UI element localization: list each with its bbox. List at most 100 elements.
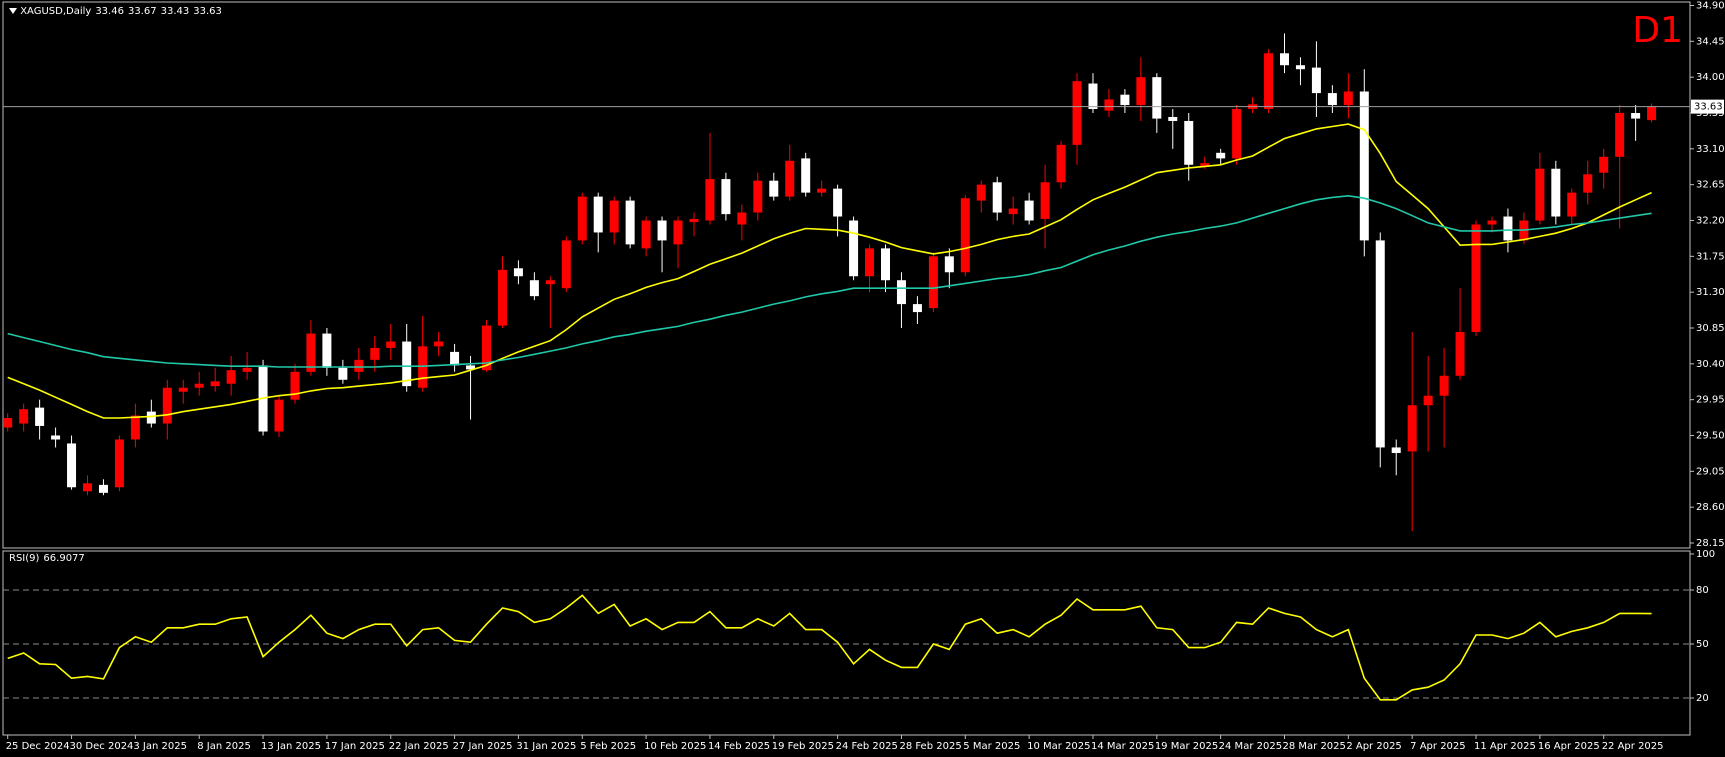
- candle-body: [849, 220, 859, 277]
- candle-body: [1024, 200, 1034, 221]
- candle-body: [1088, 83, 1098, 110]
- candle-body: [226, 370, 236, 384]
- candle-body: [1200, 163, 1210, 167]
- y-tick-label: 50: [1696, 639, 1709, 650]
- y-tick-label: 31.75: [1696, 251, 1725, 262]
- candle-body: [1487, 220, 1497, 225]
- candle-body: [1056, 144, 1066, 183]
- candle-body: [1343, 91, 1353, 106]
- candle-body: [482, 325, 491, 371]
- candle-body: [1535, 168, 1545, 221]
- x-tick-label: 16 Apr 2025: [1538, 741, 1600, 752]
- x-tick-label: 24 Mar 2025: [1219, 741, 1282, 752]
- x-tick-label: 11 Apr 2025: [1474, 741, 1536, 752]
- candle-body: [593, 196, 603, 233]
- candle-body: [1264, 53, 1274, 110]
- candle-body: [769, 180, 779, 197]
- candle-body: [1407, 405, 1417, 452]
- candle-body: [1615, 113, 1625, 157]
- candle-body: [114, 439, 124, 488]
- y-tick-label: 29.05: [1696, 466, 1725, 477]
- candle-body: [625, 200, 635, 245]
- x-tick-label: 5 Feb 2025: [580, 741, 636, 752]
- y-tick-label: 32.20: [1696, 216, 1725, 227]
- rsi-pane-frame: [2, 550, 1691, 736]
- y-tick-label: 29.95: [1696, 395, 1725, 406]
- candle-body: [753, 180, 763, 213]
- candle-body: [1599, 156, 1609, 173]
- candle-body: [1439, 375, 1449, 396]
- y-tick-label: 80: [1696, 585, 1709, 596]
- candle-body: [466, 365, 476, 370]
- x-tick-label: 7 Apr 2025: [1410, 741, 1465, 752]
- y-tick-label: 30.85: [1696, 323, 1725, 334]
- candle-body: [865, 248, 875, 277]
- x-tick-label: 10 Mar 2025: [1027, 741, 1090, 752]
- x-tick-label: 14 Mar 2025: [1091, 741, 1154, 752]
- candle-body: [306, 333, 316, 372]
- candle-body: [83, 483, 92, 492]
- candle-body: [1503, 216, 1513, 241]
- price-header: XAGUSD,Daily 33.46 33.67 33.43 33.63: [9, 6, 226, 17]
- rsi-line: [7, 594, 1652, 701]
- x-tick-label: 22 Jan 2025: [389, 741, 449, 752]
- y-tick-label: 28.60: [1696, 502, 1725, 513]
- candle-body: [322, 333, 332, 368]
- x-tick-label: 8 Jan 2025: [197, 741, 251, 752]
- candle-body: [1184, 120, 1194, 165]
- candle-body: [833, 188, 843, 217]
- moving-average: [7, 123, 1652, 419]
- candle-body: [51, 435, 61, 440]
- y-tick-label: 30.40: [1696, 359, 1725, 370]
- x-tick-label: 14 Feb 2025: [708, 741, 770, 752]
- candle-body: [1631, 113, 1641, 119]
- x-tick-label: 19 Feb 2025: [772, 741, 834, 752]
- candle-body: [1295, 65, 1305, 70]
- candle-body: [673, 220, 683, 245]
- candle-body: [1136, 77, 1146, 106]
- candle-body: [1471, 224, 1481, 332]
- candle-body: [1311, 67, 1321, 94]
- x-tick-label: 5 Mar 2025: [963, 741, 1020, 752]
- candle-body: [1375, 240, 1385, 448]
- candle-body: [162, 387, 172, 424]
- candle-body: [35, 407, 45, 426]
- current-price-label: 33.63: [1694, 102, 1723, 113]
- moving-average: [7, 194, 1652, 368]
- candle-body: [1551, 168, 1561, 217]
- candle-body: [370, 347, 380, 360]
- candle-body: [1280, 53, 1289, 66]
- candle-body: [242, 367, 252, 372]
- candle-body: [1232, 109, 1242, 159]
- y-tick-label: 33.10: [1696, 144, 1725, 155]
- x-tick-label: 17 Jan 2025: [325, 741, 385, 752]
- low-value: 33.43: [160, 6, 190, 17]
- candle-body: [1216, 152, 1226, 159]
- x-tick-label: 24 Feb 2025: [836, 741, 898, 752]
- open-value: 33.46: [95, 6, 124, 17]
- x-tick-label: 22 Apr 2025: [1602, 741, 1664, 752]
- candle-body: [434, 341, 444, 347]
- candle-body: [1152, 77, 1162, 119]
- candle-body: [67, 443, 77, 488]
- candle-body: [1040, 182, 1050, 219]
- candle-body: [513, 268, 523, 277]
- candle-body: [146, 411, 156, 424]
- symbol: XAGUSD,Daily: [20, 6, 92, 17]
- candle-body: [1120, 94, 1130, 106]
- x-tick-label: 3 Jan 2025: [133, 741, 187, 752]
- candle-body: [1168, 116, 1178, 121]
- candle-body: [689, 218, 699, 223]
- x-tick-label: 28 Feb 2025: [899, 741, 961, 752]
- y-tick-label: 32.65: [1696, 180, 1725, 191]
- candle-body: [1391, 447, 1401, 454]
- menu-arrow[interactable]: [9, 7, 17, 15]
- y-tick-label: 34.45: [1696, 36, 1725, 47]
- candle-body: [896, 280, 906, 305]
- candle-body: [960, 198, 970, 273]
- candle-body: [1104, 99, 1114, 111]
- candle-body: [657, 220, 667, 241]
- y-tick-label: 34.00: [1696, 72, 1725, 83]
- candle-body: [561, 240, 571, 289]
